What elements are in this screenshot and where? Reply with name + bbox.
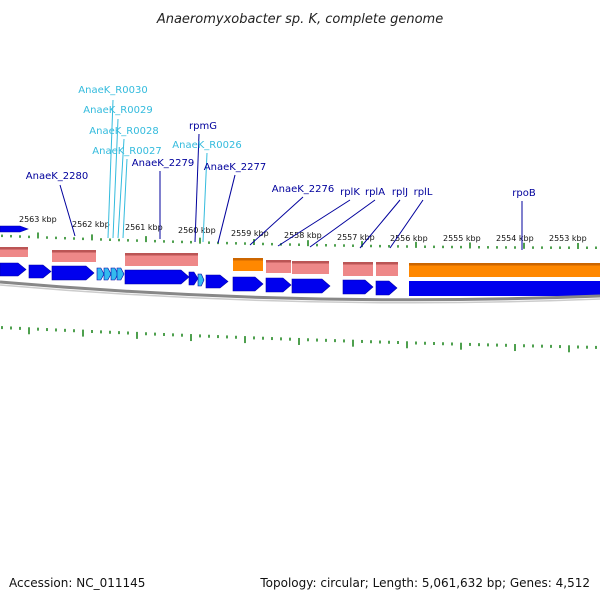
rrna-feature-edge	[376, 262, 398, 265]
inner-tick-ring	[1, 326, 597, 353]
gene-label[interactable]: rplA	[365, 187, 385, 198]
rrna-feature-edge	[52, 250, 96, 253]
cds-arrow[interactable]	[265, 277, 292, 293]
gene-label-connector	[112, 118, 119, 239]
feature-track-group	[0, 225, 600, 296]
gene-label-connector	[309, 199, 376, 248]
cds-feature[interactable]	[409, 281, 600, 296]
rna-arrow[interactable]	[197, 273, 205, 287]
gene-label[interactable]: rplL	[414, 187, 433, 198]
kbp-label: 2560 kbp	[178, 226, 216, 235]
genome-backbone	[0, 280, 600, 302]
rna-arrow[interactable]	[110, 267, 119, 281]
gene-label[interactable]: AnaeK_R0030	[78, 85, 147, 96]
kbp-label: 2559 kbp	[231, 229, 269, 238]
gene-label[interactable]: AnaeK_R0028	[89, 126, 158, 137]
cds-arrow[interactable]	[232, 276, 264, 292]
gene-label-connector	[59, 184, 76, 237]
gene-label[interactable]: AnaeK_2280	[26, 171, 88, 182]
gene-label-connector	[359, 199, 401, 249]
accession-text: Accession: NC_011145	[9, 576, 145, 590]
rrna-feature[interactable]	[292, 261, 329, 274]
highlight-feature[interactable]	[233, 258, 263, 271]
cds-arrow[interactable]	[375, 280, 398, 296]
cds-arrow[interactable]	[0, 262, 27, 277]
gene-label-connector	[202, 152, 208, 243]
gene-label-connector	[389, 199, 424, 249]
gene-label[interactable]: rpmG	[189, 121, 217, 132]
kbp-label: 2555 kbp	[443, 234, 481, 243]
gene-label-connector	[117, 138, 125, 239]
rrna-feature[interactable]	[343, 262, 373, 276]
map-title: Anaeromyxobacter sp. K, complete genome	[156, 12, 443, 27]
kbp-label: 2554 kbp	[496, 234, 534, 243]
rrna-feature-edge	[343, 262, 373, 265]
rrna-feature-edge	[266, 260, 291, 263]
gene-label[interactable]: AnaeK_R0027	[92, 146, 161, 157]
cds-arrow[interactable]	[0, 225, 29, 233]
gene-label-connector	[122, 158, 128, 239]
kbp-label: 2561 kbp	[125, 223, 163, 232]
rna-arrow[interactable]	[103, 267, 112, 281]
gene-label[interactable]: AnaeK_R0029	[83, 105, 152, 116]
rrna-feature-edge	[292, 261, 329, 264]
gene-label[interactable]: AnaeK_R0026	[172, 140, 241, 151]
rpoB-feature-edge	[409, 263, 600, 266]
rrna-feature[interactable]	[266, 260, 291, 273]
kbp-label: 2563 kbp	[19, 215, 57, 224]
gene-label[interactable]: AnaeK_2277	[204, 162, 266, 173]
rpoB-feature[interactable]	[409, 263, 600, 277]
gene-label-connector	[249, 196, 304, 246]
gene-label-connector	[217, 174, 236, 244]
gene-label-group: AnaeK_R0030 AnaeK_R0029 AnaeK_R0028 AnaeK_R…	[26, 85, 536, 199]
cds-arrow[interactable]	[51, 265, 95, 281]
highlight-feature-edge	[233, 258, 263, 261]
rna-arrow[interactable]	[96, 267, 105, 281]
cds-arrow[interactable]	[291, 278, 331, 294]
gene-label[interactable]: rplK	[340, 187, 360, 198]
kbp-label: 2556 kbp	[390, 234, 428, 243]
genome-summary-text: Topology: circular; Length: 5,061,632 bp…	[259, 576, 590, 590]
gene-label-connector	[277, 199, 351, 247]
cds-arrow[interactable]	[342, 279, 374, 295]
kbp-label: 2558 kbp	[284, 231, 322, 240]
kbp-label: 2557 kbp	[337, 233, 375, 242]
kbp-label: 2553 kbp	[549, 234, 587, 243]
rrna-feature-edge	[125, 253, 198, 256]
kbp-label-group: 2563 kbp 2562 kbp 2561 kbp 2560 kbp 2559 kbp…	[19, 215, 587, 243]
rrna-feature-edge	[0, 247, 28, 250]
rrna-feature[interactable]	[52, 250, 96, 262]
outer-tick-ring	[1, 232, 597, 249]
gene-label-connector	[107, 99, 114, 239]
cds-arrow[interactable]	[205, 274, 229, 289]
rrna-feature[interactable]	[376, 262, 398, 276]
cds-arrow[interactable]	[28, 264, 52, 279]
rrna-feature[interactable]	[125, 253, 198, 266]
gene-label[interactable]: rplJ	[392, 187, 408, 198]
label-connector-group	[59, 99, 523, 250]
rrna-feature[interactable]	[0, 247, 28, 257]
gene-label[interactable]: AnaeK_2279	[132, 158, 194, 169]
cds-arrow[interactable]	[188, 271, 199, 286]
gene-label-connector	[194, 133, 200, 243]
cds-arrow[interactable]	[124, 269, 190, 285]
rna-arrow[interactable]	[116, 267, 125, 281]
genome-backbone-shadow	[0, 284, 600, 304]
gene-label[interactable]: rpoB	[512, 188, 536, 199]
gene-label[interactable]: AnaeK_2276	[272, 184, 334, 195]
kbp-label: 2562 kbp	[72, 220, 110, 229]
